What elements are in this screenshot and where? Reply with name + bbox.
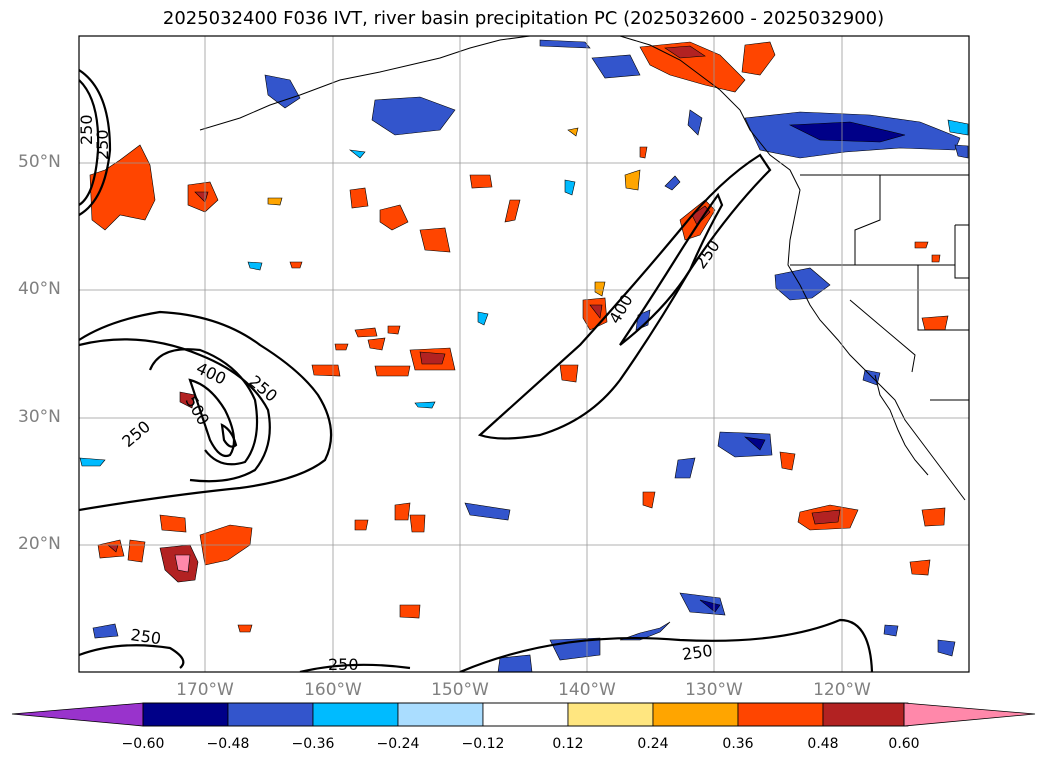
- colorbar: [11, 702, 1036, 727]
- colorbar-bin: [822, 702, 909, 727]
- colorbar-tick: −0.36: [291, 736, 335, 752]
- colorbar-bin: [737, 702, 824, 727]
- ivt-contours: [79, 69, 874, 672]
- lon-label: 170°W: [176, 680, 234, 700]
- lon-label: 150°W: [431, 680, 489, 700]
- colorbar-bin: [312, 702, 399, 727]
- lon-label: 140°W: [558, 680, 616, 700]
- colorbar-tick: 0.12: [552, 736, 584, 752]
- colorbar-extend-min: [11, 702, 144, 727]
- colorbar-bin: [142, 702, 229, 727]
- contour-label: 250: [129, 625, 162, 648]
- colorbar-bin: [482, 702, 569, 727]
- colorbar-bin: [397, 702, 484, 727]
- map-title: 2025032400 F036 IVT, river basin precipi…: [162, 8, 885, 29]
- colorbar-bin: [227, 702, 314, 727]
- colorbar-extend-max: [903, 702, 1036, 727]
- negative-anomaly-patches: [79, 39, 969, 672]
- contour-label: 250: [77, 114, 96, 145]
- colorbar-tick: 0.36: [722, 736, 754, 752]
- contour-label: 250: [681, 641, 714, 664]
- colorbar-tick: −0.24: [376, 736, 420, 752]
- graticule: [79, 36, 969, 672]
- colorbar-tick: −0.48: [206, 736, 250, 752]
- map-plot-area: 250 250 250 400 250 500 250 250 250 400 …: [77, 36, 969, 674]
- colorbar-tick: −0.12: [461, 736, 505, 752]
- lon-label: 160°W: [304, 680, 362, 700]
- colorbar-bin: [567, 702, 654, 727]
- contour-labels: 250 250 250 400 250 500 250 250 250 400 …: [77, 114, 724, 674]
- map-frame: [78, 35, 970, 673]
- colorbar-tick: 0.24: [637, 736, 669, 752]
- lon-label: 130°W: [685, 680, 743, 700]
- coastlines: [199, 36, 969, 501]
- colorbar-tick: 0.60: [888, 736, 920, 752]
- lat-label: 40°N: [18, 279, 61, 299]
- lat-label: 20°N: [18, 534, 61, 554]
- contour-label: 250: [328, 655, 359, 674]
- colorbar-tick: −0.60: [121, 736, 165, 752]
- contour-label: 250: [93, 129, 112, 160]
- lat-label: 30°N: [18, 407, 61, 427]
- lat-label: 50°N: [18, 152, 61, 172]
- lon-label: 120°W: [813, 680, 871, 700]
- colorbar-bin: [652, 702, 739, 727]
- colorbar-tick: 0.48: [807, 736, 839, 752]
